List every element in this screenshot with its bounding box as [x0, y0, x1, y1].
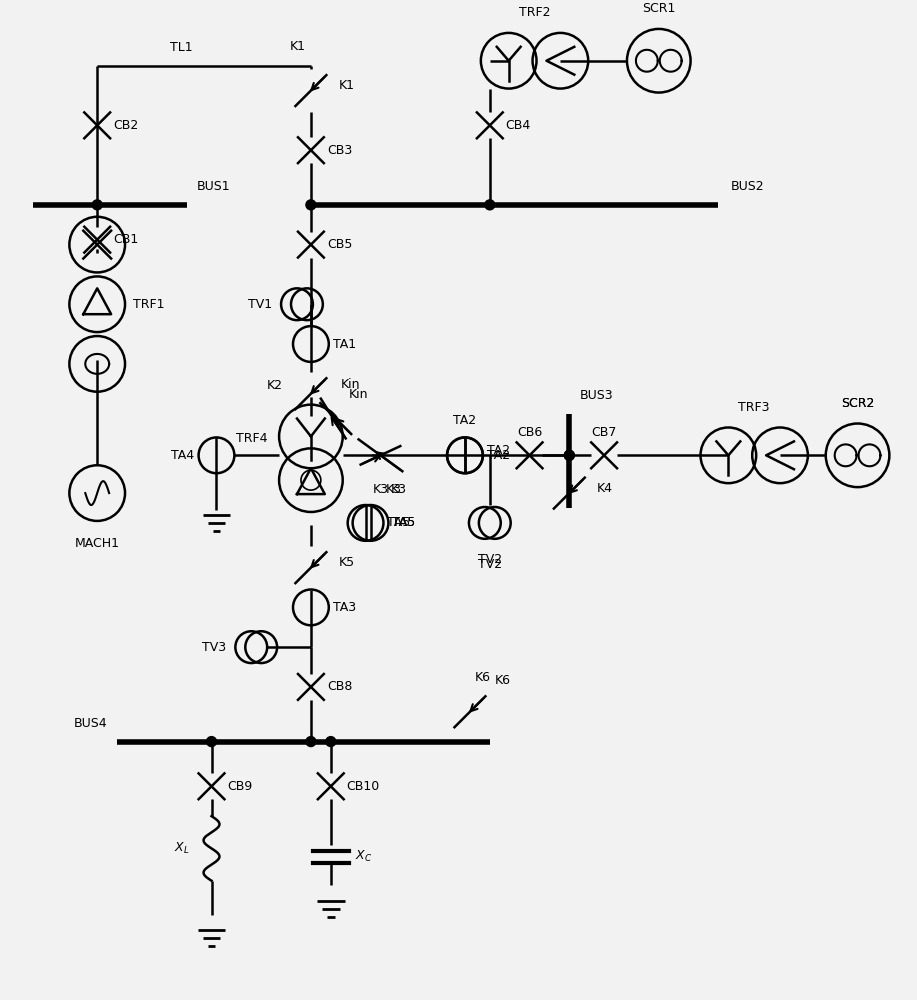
Text: TV2: TV2: [478, 553, 502, 566]
Text: Kin: Kin: [348, 388, 368, 401]
Text: Kin: Kin: [341, 378, 360, 391]
Circle shape: [206, 737, 216, 747]
Text: TRF3: TRF3: [738, 401, 770, 414]
Circle shape: [564, 450, 574, 460]
Circle shape: [564, 450, 574, 460]
Text: TV1: TV1: [248, 298, 272, 311]
Circle shape: [485, 200, 495, 210]
Text: CB8: CB8: [326, 680, 352, 693]
Text: K2: K2: [267, 379, 283, 392]
Text: TA5: TA5: [392, 516, 415, 529]
Text: SCR2: SCR2: [841, 397, 874, 410]
Text: TA1: TA1: [333, 338, 356, 351]
Text: K3: K3: [372, 483, 389, 496]
Text: K1: K1: [290, 40, 306, 53]
Text: K3: K3: [385, 483, 402, 496]
Text: TA2: TA2: [487, 449, 510, 462]
Text: CB2: CB2: [113, 119, 138, 132]
Text: BUS4: BUS4: [73, 717, 107, 730]
Text: TV3: TV3: [203, 641, 226, 654]
Circle shape: [93, 200, 102, 210]
Text: TA3: TA3: [333, 601, 356, 614]
Text: TV2: TV2: [478, 558, 502, 571]
Text: TA2: TA2: [453, 414, 477, 427]
Text: TA5: TA5: [388, 516, 411, 529]
Text: TA2: TA2: [487, 444, 510, 457]
Circle shape: [306, 737, 315, 747]
Text: TA4: TA4: [171, 449, 194, 462]
Text: CB7: CB7: [591, 426, 617, 439]
Text: K1: K1: [338, 79, 355, 92]
Text: BUS1: BUS1: [196, 180, 230, 193]
Text: $X_C$: $X_C$: [355, 849, 371, 864]
Text: K4: K4: [597, 482, 613, 495]
Text: BUS2: BUS2: [730, 180, 764, 193]
Text: SCR1: SCR1: [642, 2, 676, 15]
Text: K6: K6: [495, 674, 511, 687]
Text: CB10: CB10: [347, 780, 380, 793]
Text: TRF1: TRF1: [133, 298, 164, 311]
Text: CB1: CB1: [113, 233, 138, 246]
Text: TRF2: TRF2: [519, 6, 550, 19]
Text: K3: K3: [391, 483, 406, 496]
Text: CB9: CB9: [227, 780, 253, 793]
Text: CB4: CB4: [505, 119, 531, 132]
Text: BUS3: BUS3: [580, 389, 613, 402]
Text: TA5: TA5: [392, 516, 415, 529]
Circle shape: [326, 737, 336, 747]
Text: TRF4: TRF4: [237, 432, 268, 445]
Text: TL1: TL1: [171, 41, 193, 54]
Text: $X_L$: $X_L$: [174, 841, 190, 856]
Text: K5: K5: [338, 556, 355, 569]
Text: K6: K6: [475, 671, 491, 684]
Text: CB6: CB6: [517, 426, 542, 439]
Text: MACH1: MACH1: [74, 537, 120, 550]
Text: CB5: CB5: [326, 238, 352, 251]
Text: SCR2: SCR2: [841, 397, 874, 410]
Circle shape: [306, 200, 315, 210]
Text: CB3: CB3: [326, 144, 352, 157]
